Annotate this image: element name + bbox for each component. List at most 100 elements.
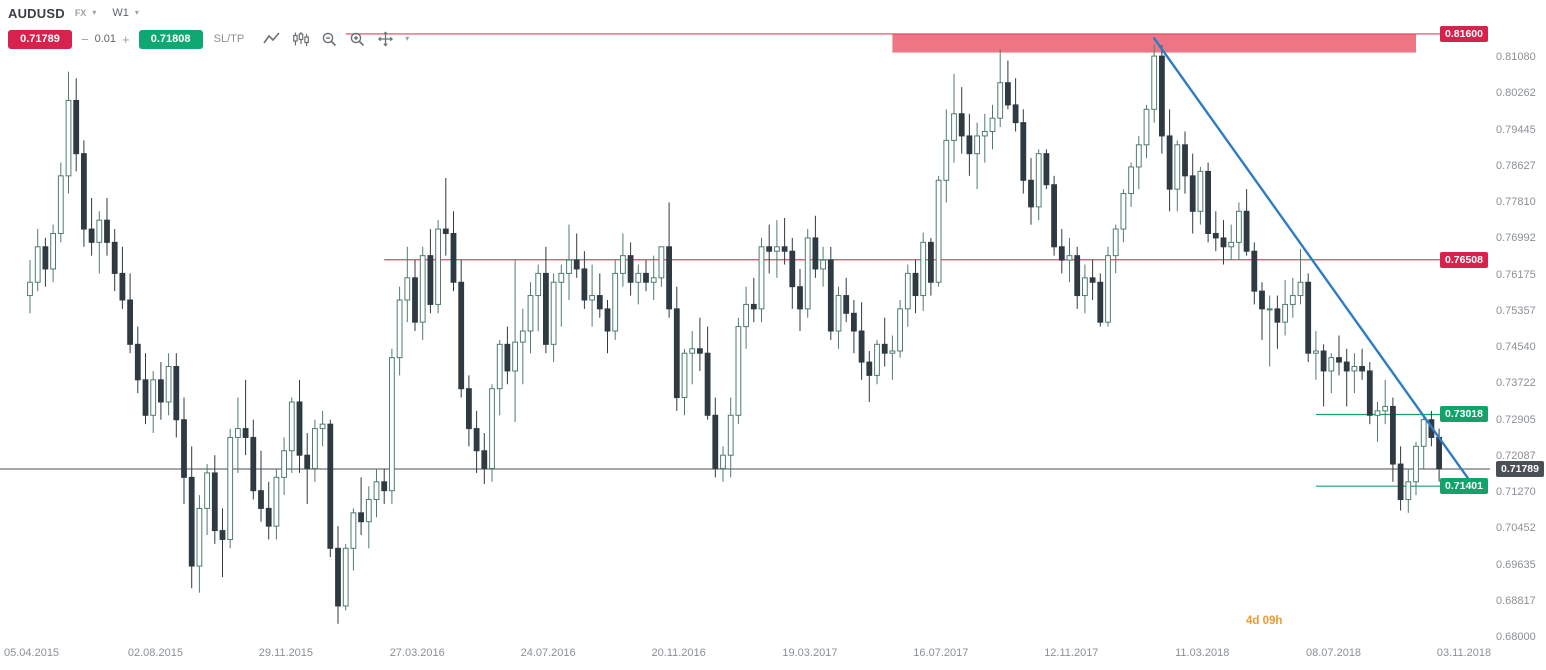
price-level-tag[interactable]: 0.76508: [1440, 251, 1488, 268]
pan-move-icon[interactable]: [377, 31, 394, 47]
candle: [50, 232, 57, 270]
candle: [265, 507, 272, 527]
candle: [504, 343, 511, 372]
candle: [1051, 184, 1057, 248]
indicators-icon[interactable]: [292, 31, 310, 47]
candle: [211, 472, 218, 532]
candle: [1266, 308, 1273, 311]
candle: [335, 547, 341, 607]
candle: [304, 454, 311, 469]
candle: [874, 343, 880, 376]
x-axis-tick: 03.11.2018: [1436, 647, 1492, 659]
candle: [1166, 135, 1173, 190]
candle: [396, 299, 403, 359]
candle: [1436, 436, 1442, 470]
candle: [235, 428, 241, 438]
candle: [1259, 290, 1265, 310]
candle: [435, 228, 442, 305]
candle: [612, 272, 619, 332]
trend-line-tool-icon[interactable]: [263, 31, 281, 47]
candle: [858, 330, 865, 363]
y-axis-tick: 0.79445: [1496, 123, 1536, 136]
candle: [1382, 405, 1389, 412]
chart-toolbar: ▾: [263, 31, 409, 47]
timeframe-label[interactable]: W1: [112, 7, 129, 19]
y-axis-tick: 0.74540: [1496, 341, 1536, 353]
quantity-increase-button[interactable]: +: [122, 31, 130, 47]
candle: [512, 341, 519, 372]
candle: [550, 281, 557, 345]
candle: [312, 428, 318, 469]
candle: [666, 246, 673, 310]
candle: [1251, 250, 1258, 292]
quantity-decrease-button[interactable]: −: [81, 31, 89, 47]
market-label[interactable]: FX: [74, 8, 87, 18]
candle: [1143, 108, 1150, 146]
candle: [27, 281, 33, 297]
candle: [604, 308, 611, 332]
candle: [73, 99, 80, 155]
sell-button[interactable]: 0.71789: [8, 29, 72, 49]
candle: [1289, 295, 1296, 305]
zoom-out-icon[interactable]: [321, 31, 338, 47]
candle: [566, 259, 572, 274]
sltp-button[interactable]: SL/TP: [213, 33, 245, 45]
x-axis-tick: 05.04.2015: [4, 647, 60, 659]
candle: [96, 219, 103, 243]
price-level-tag[interactable]: 0.81600: [1440, 25, 1488, 42]
candle: [342, 547, 349, 607]
candle: [820, 259, 827, 270]
chart-header: AUDUSD FX ▾ W1 ▾ 0.71789 − 0.01 + 0.7180…: [8, 4, 409, 49]
candle: [150, 379, 157, 416]
candle: [989, 117, 996, 132]
y-axis-tick: 0.72905: [1496, 413, 1536, 426]
candle: [273, 476, 280, 527]
candle: [188, 476, 195, 567]
candle-countdown: 4d 09h: [1246, 615, 1283, 627]
candle: [404, 277, 411, 301]
zoom-in-icon[interactable]: [349, 31, 366, 47]
timeframe-chevron-down-icon[interactable]: ▾: [134, 8, 139, 17]
candle: [350, 512, 357, 549]
market-chevron-down-icon[interactable]: ▾: [92, 8, 97, 17]
candle: [535, 272, 542, 297]
candle: [543, 272, 549, 345]
x-axis-tick: 27.03.2016: [389, 647, 445, 659]
trendline[interactable]: [1152, 37, 1472, 483]
candle: [412, 277, 418, 323]
x-axis-tick: 19.03.2017: [782, 647, 838, 659]
x-axis-tick: 16.07.2017: [913, 647, 969, 659]
symbol-name[interactable]: AUDUSD: [8, 5, 65, 21]
quantity-value[interactable]: 0.01: [94, 33, 117, 45]
candle: [527, 295, 534, 332]
resistance-zone[interactable]: [892, 33, 1416, 53]
candle: [450, 232, 457, 283]
candle: [1236, 210, 1242, 243]
candle: [781, 246, 788, 252]
candle: [142, 379, 149, 416]
x-axis-tick: 08.07.2018: [1306, 647, 1362, 659]
buy-button[interactable]: 0.71808: [138, 29, 203, 49]
toolbar-chevron-down-icon[interactable]: ▾: [405, 34, 410, 43]
candle: [181, 419, 187, 478]
candle: [127, 299, 133, 345]
candle: [319, 423, 326, 430]
candle: [943, 139, 950, 181]
candle: [1043, 153, 1050, 186]
candle: [573, 259, 580, 270]
price-level-tag[interactable]: 0.71401: [1440, 478, 1488, 495]
y-axis-tick: 0.70452: [1496, 522, 1536, 535]
x-axis-tick: 29.11.2015: [258, 647, 314, 659]
candle: [712, 414, 719, 469]
candle: [358, 512, 365, 523]
candle: [974, 135, 981, 155]
price-level-tag[interactable]: 0.73018: [1440, 406, 1488, 423]
candle: [1366, 370, 1373, 416]
y-axis-tick: 0.68817: [1496, 594, 1536, 607]
candle: [204, 472, 210, 509]
candle: [458, 281, 465, 390]
y-axis-tick: 0.72087: [1496, 449, 1536, 462]
candle: [1413, 445, 1419, 483]
